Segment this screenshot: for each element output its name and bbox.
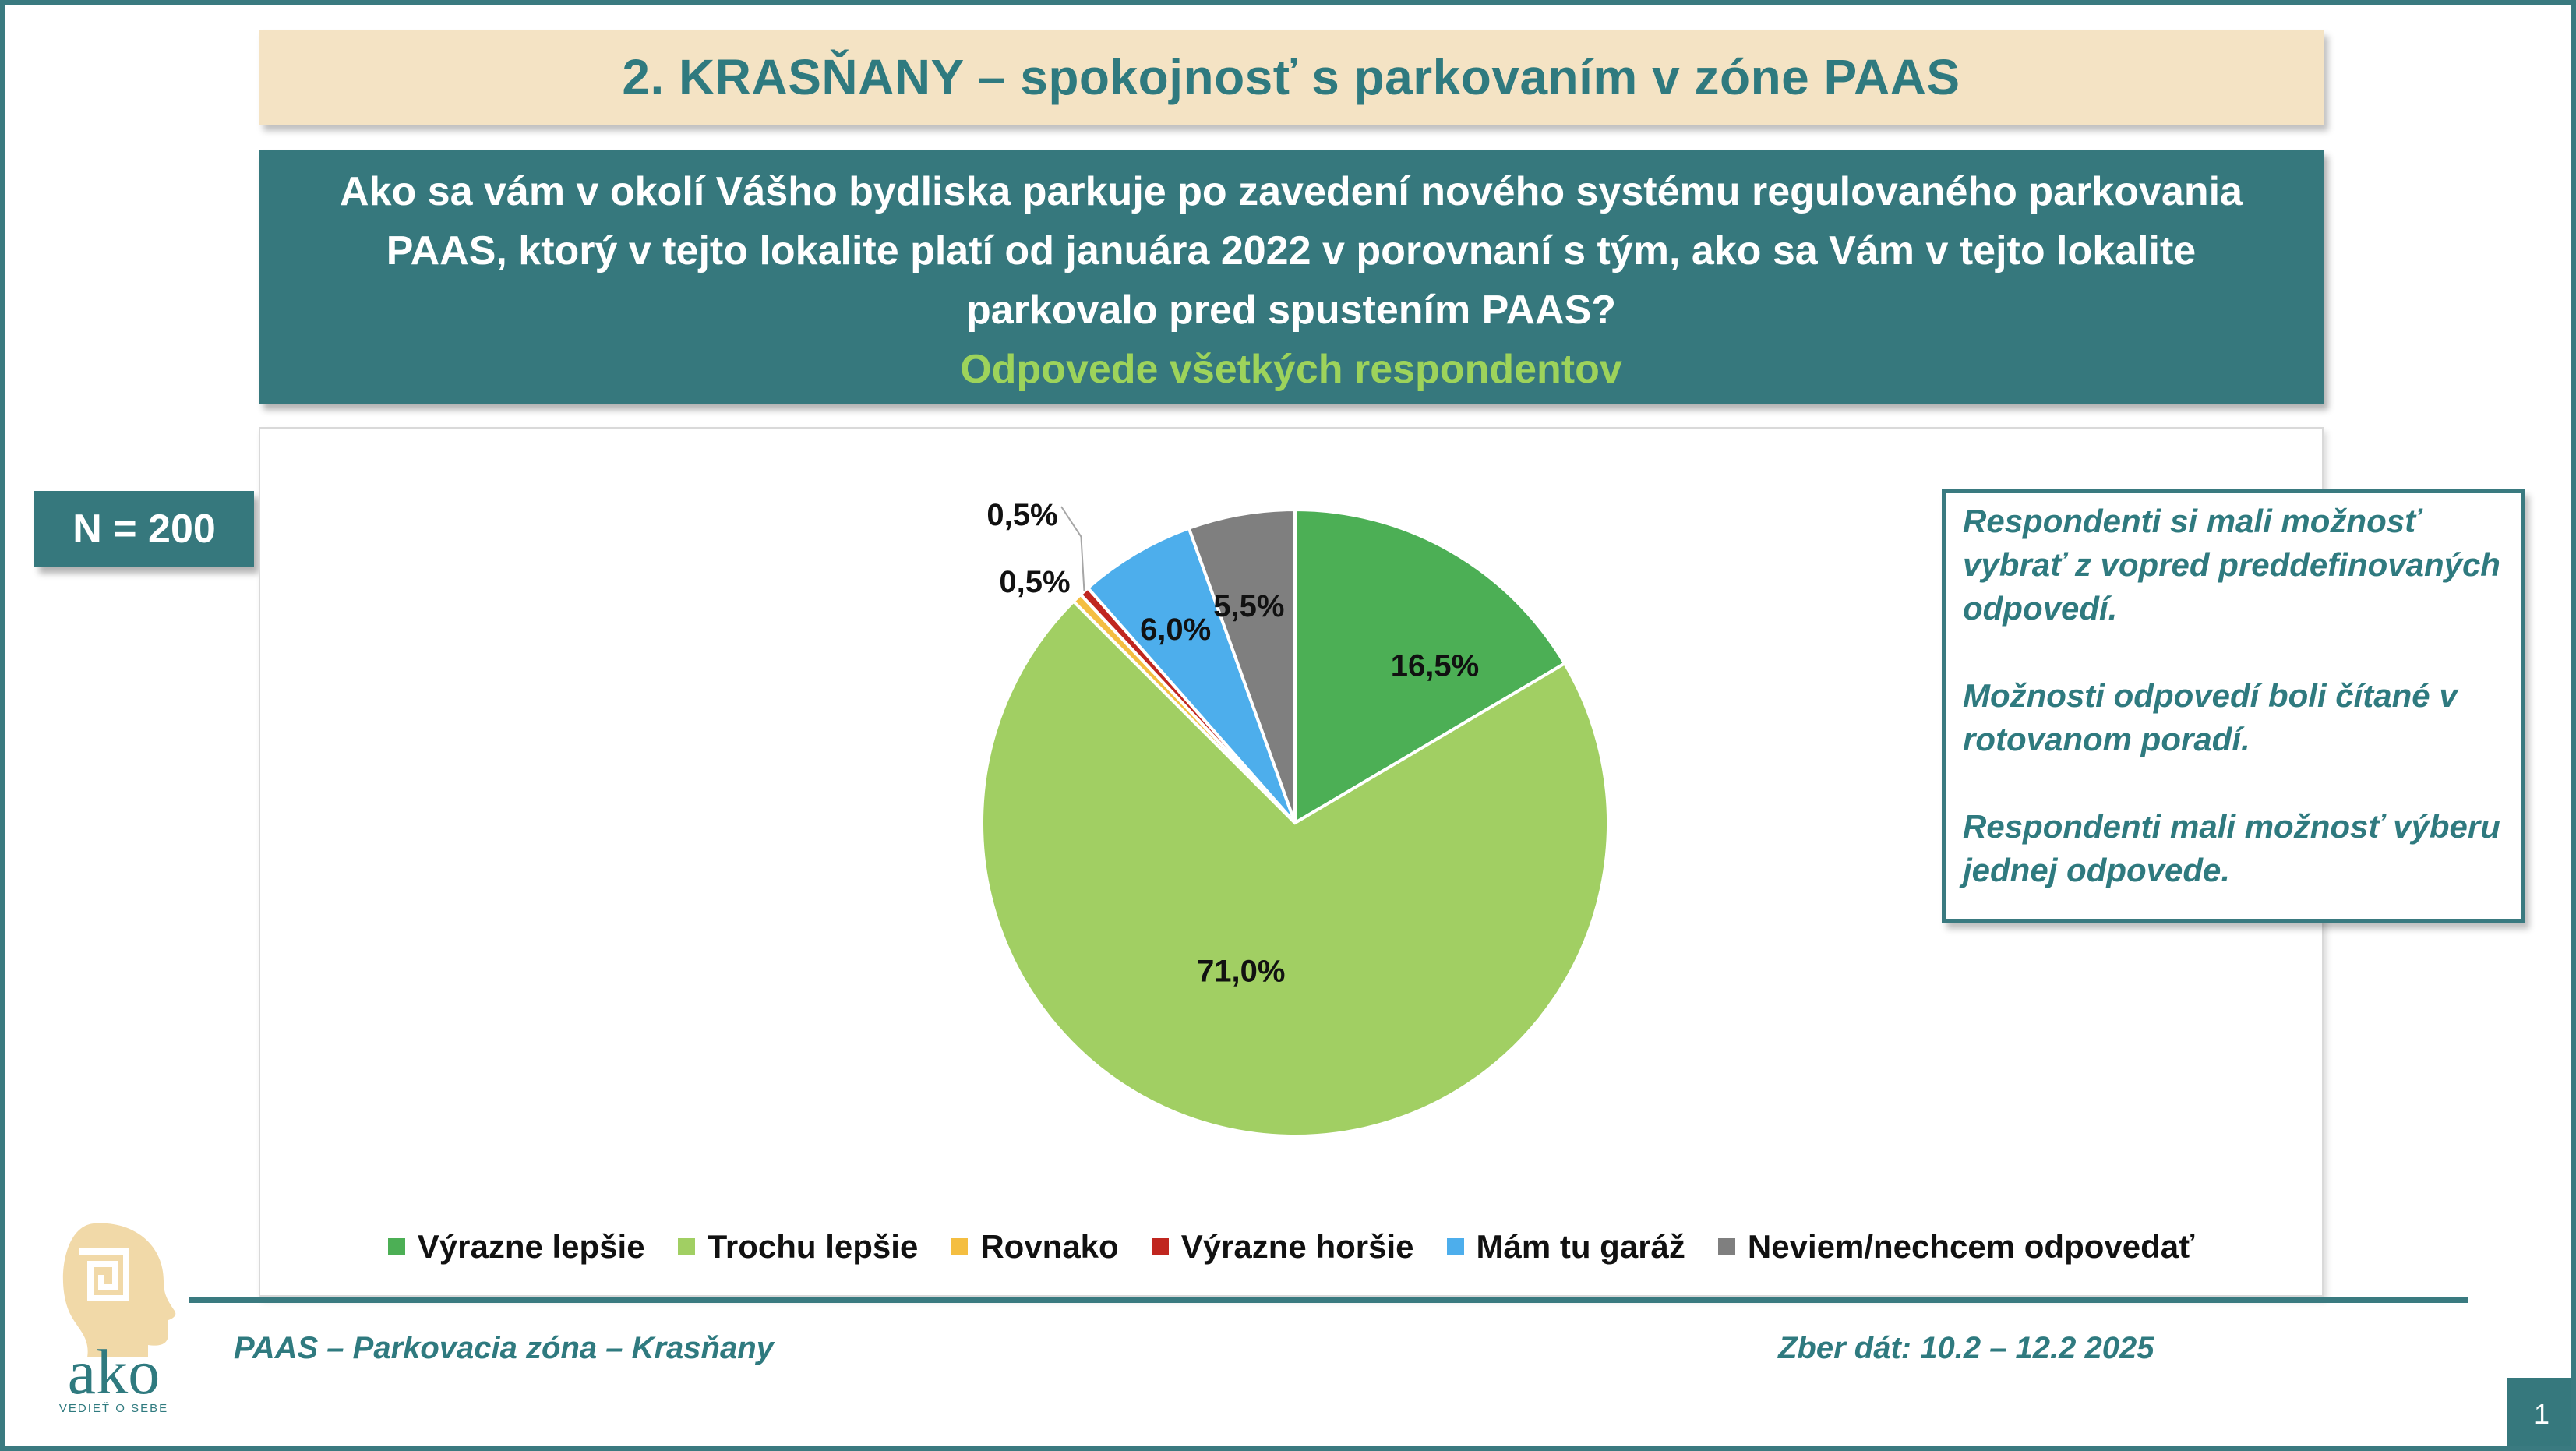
footer-date: Zber dát: 10.2 – 12.2 2025 (1778, 1331, 2154, 1365)
data-label: 0,5% (999, 565, 1070, 599)
page-number-badge: 1 (2507, 1378, 2571, 1446)
data-label: 71,0% (1197, 954, 1285, 988)
legend-label: Rovnako (980, 1228, 1119, 1265)
legend-swatch (1446, 1238, 1464, 1255)
legend-swatch (951, 1238, 969, 1255)
logo-wordmark: ako (68, 1336, 160, 1407)
note-paragraph-2: Možnosti odpovedí boli čítané v rotovano… (1963, 677, 2458, 757)
legend-swatch (387, 1238, 405, 1255)
leader-line (1060, 506, 1085, 591)
legend-item: Výrazne lepšie (387, 1228, 645, 1266)
logo-head-icon (62, 1223, 176, 1357)
footer-project: PAAS – Parkovacia zóna – Krasňany (234, 1331, 774, 1365)
chart-legend: Výrazne lepšie Trochu lepšie Rovnako Výrazn… (260, 1228, 2322, 1266)
legend-label: Výrazne horšie (1180, 1228, 1414, 1265)
slice-mam-garaz (1085, 526, 1297, 824)
slice-trochu-lepsie (980, 598, 1610, 1138)
ako-logo: ako VEDIEŤ O SEBE (59, 1223, 176, 1415)
question-subtitle: Odpovede všetkých respondentov (960, 347, 1622, 392)
sample-size-label: N = 200 (72, 507, 216, 552)
logo-maze-icon (79, 1248, 129, 1301)
legend-item: Mám tu garáž (1446, 1228, 1685, 1266)
data-label: 0,5% (986, 498, 1057, 532)
data-label: 16,5% (1391, 648, 1479, 683)
legend-swatch (1717, 1238, 1735, 1255)
slice-vyrazne-lepsie (1293, 507, 1567, 826)
logo-tagline: VEDIEŤ O SEBE (59, 1402, 168, 1415)
legend-label: Neviem/nechcem odpovedať (1747, 1228, 2195, 1265)
question-line-1: Ako sa vám v okolí Vášho bydliska parkuj… (340, 169, 2243, 214)
legend-label: Mám tu garáž (1476, 1228, 1685, 1265)
legend-item: Výrazne horšie (1151, 1228, 1414, 1266)
page-title: 2. KRASŇANY – spokojnosť s parkovaním v … (622, 49, 1960, 105)
page-number: 1 (2533, 1398, 2550, 1430)
pie-chart: 16,5% 71,0% 0,5% 0,5% 6,0%5,5% (980, 498, 1610, 1138)
data-label: 6,0% (1140, 613, 1211, 647)
methodology-note: Respondenti si mali možnosť vybrať z vop… (1942, 489, 2525, 923)
legend-swatch (677, 1238, 695, 1255)
question-line-2: PAAS, ktorý v tejto lokalite platí od ja… (386, 228, 2197, 274)
legend-label: Trochu lepšie (707, 1228, 919, 1265)
data-label: 5,5% (1213, 589, 1284, 623)
legend-item: Neviem/nechcem odpovedať (1717, 1228, 2195, 1266)
question-line-3: parkovalo pred spustením PAAS? (965, 288, 1617, 333)
footer-divider (189, 1297, 2468, 1303)
legend-item: Trochu lepšie (677, 1228, 919, 1266)
legend-item: Rovnako (951, 1228, 1119, 1266)
note-paragraph-3: Respondenti mali možnosť výberu jednej o… (1963, 808, 2500, 888)
slice-neviem (1187, 507, 1297, 824)
question-banner: Ako sa vám v okolí Vášho bydliska parkuj… (259, 150, 2324, 404)
legend-swatch (1151, 1238, 1169, 1255)
sample-size-badge: N = 200 (34, 491, 254, 567)
legend-label: Výrazne lepšie (417, 1228, 645, 1265)
note-paragraph-1: Respondenti si mali možnosť vybrať z vop… (1963, 503, 2500, 627)
title-banner: 2. KRASŇANY – spokojnosť s parkovaním v … (259, 30, 2324, 125)
